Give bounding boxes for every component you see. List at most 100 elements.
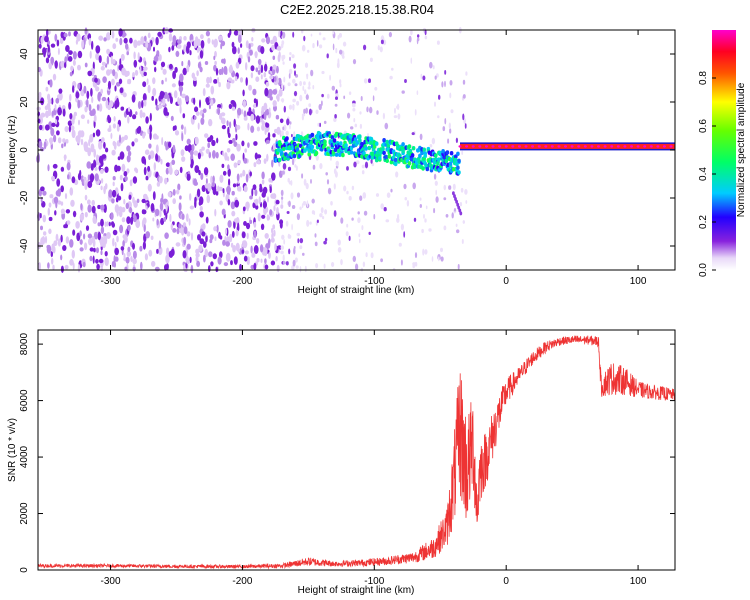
noise-cell	[128, 194, 132, 200]
noise-cell	[210, 85, 215, 95]
noise-cell	[115, 37, 119, 42]
noise-cell	[193, 115, 197, 120]
noise-cell	[221, 66, 224, 75]
noise-cell	[132, 242, 135, 250]
noise-cell	[62, 138, 66, 143]
noise-cell	[457, 264, 460, 270]
y-tick-label: 8000	[19, 333, 30, 356]
noise-cell	[114, 164, 119, 173]
noise-cell	[462, 79, 466, 85]
noise-cell	[359, 238, 361, 244]
noise-cell	[39, 213, 42, 219]
noise-cell	[94, 77, 98, 83]
noise-cell	[85, 225, 90, 231]
noise-cell	[176, 189, 180, 195]
noise-cell	[369, 57, 373, 62]
noise-cell	[315, 109, 319, 115]
snr-frame	[37, 329, 676, 571]
noise-cell	[309, 221, 312, 225]
noise-cell	[299, 245, 303, 250]
noise-cell	[177, 183, 181, 191]
noise-cell	[194, 165, 200, 174]
noise-cell	[112, 123, 116, 129]
noise-cell	[294, 83, 298, 87]
noise-cell	[155, 36, 159, 46]
noise-cell	[280, 245, 285, 250]
noise-cell	[50, 127, 55, 137]
noise-cell	[384, 122, 389, 130]
noise-cell	[247, 122, 250, 131]
noise-cell	[294, 257, 298, 263]
noise-cell	[161, 137, 164, 146]
noise-cell	[45, 110, 49, 119]
noise-cell	[99, 168, 104, 174]
noise-cell	[91, 40, 94, 50]
noise-cell	[201, 223, 206, 230]
noise-cell	[50, 56, 55, 65]
noise-cell	[140, 261, 143, 270]
spectrogram-x-axis-title: Height of straight line (km)	[298, 285, 415, 296]
noise-cell	[271, 228, 274, 234]
noise-cell	[142, 241, 146, 250]
noise-cell	[109, 100, 114, 108]
signal-cell	[334, 152, 339, 157]
noise-cell	[174, 125, 177, 131]
noise-cell	[179, 105, 182, 114]
noise-cell	[227, 164, 230, 170]
noise-cell	[193, 76, 197, 82]
noise-cell	[235, 61, 240, 69]
noise-cell	[147, 165, 151, 172]
noise-cell	[102, 242, 106, 249]
noise-cell	[204, 248, 209, 258]
noise-cell	[292, 259, 296, 267]
noise-cell	[291, 54, 295, 59]
noise-cell	[62, 108, 66, 117]
noise-cell	[181, 213, 185, 220]
noise-cell	[77, 130, 83, 138]
noise-cell	[304, 265, 307, 273]
spectrogram-x-ticks: -300 -200 -100 0 100	[101, 30, 647, 287]
noise-cell	[112, 176, 116, 181]
signal-cell	[449, 151, 454, 156]
noise-cell	[190, 158, 194, 167]
noise-cell	[214, 236, 217, 241]
noise-cell	[264, 87, 269, 97]
noise-cell	[204, 61, 209, 65]
noise-cell	[370, 158, 373, 164]
noise-cell	[303, 81, 306, 86]
noise-cell	[334, 171, 338, 178]
noise-cell	[276, 93, 280, 102]
noise-cell	[319, 213, 323, 218]
noise-cell	[64, 154, 66, 162]
noise-cell	[51, 175, 55, 181]
noise-cell	[38, 124, 43, 131]
noise-cell	[219, 200, 223, 206]
noise-cell	[272, 193, 277, 200]
noise-cell	[368, 231, 371, 235]
noise-cell	[365, 252, 368, 258]
noise-cell	[208, 104, 211, 110]
noise-cell	[114, 85, 117, 92]
noise-cell	[233, 162, 238, 168]
noise-cell	[340, 217, 344, 224]
noise-cell	[174, 130, 180, 136]
noise-cell	[290, 180, 293, 186]
noise-cell	[442, 126, 446, 132]
noise-cell	[144, 149, 150, 155]
colorbar-tick-label: 0.6	[698, 119, 709, 133]
noise-cell	[263, 158, 267, 165]
noise-cell	[80, 203, 83, 211]
noise-cell	[250, 113, 255, 122]
noise-cell	[302, 252, 305, 256]
signal-cell	[436, 160, 440, 166]
noise-cell	[51, 122, 56, 128]
noise-cell	[54, 210, 57, 216]
signal-cell	[411, 146, 416, 151]
noise-cell	[174, 169, 179, 175]
noise-cell	[271, 232, 274, 240]
noise-cell	[292, 98, 296, 103]
noise-cell	[221, 163, 225, 168]
noise-cell	[127, 116, 130, 124]
noise-cell	[323, 240, 327, 245]
